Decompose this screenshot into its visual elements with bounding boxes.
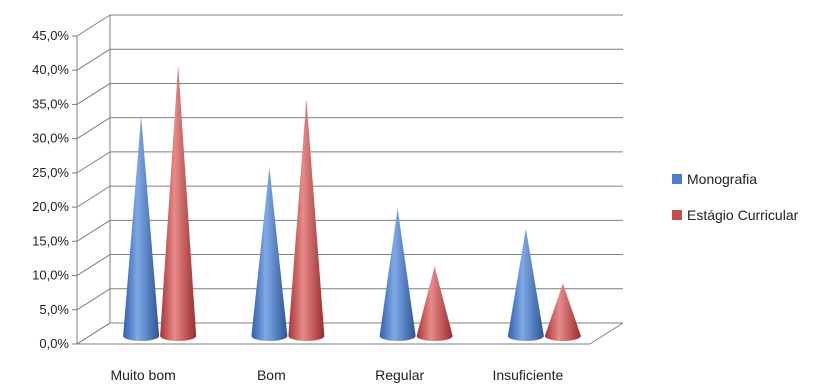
x-axis-categories: Muito bom Bom Regular Insuficiente xyxy=(110,367,563,383)
cone-monografia-2 xyxy=(379,208,416,342)
cone-series xyxy=(123,64,581,342)
cone-body xyxy=(160,64,197,342)
gridline-side xyxy=(76,254,111,276)
legend-swatch xyxy=(672,210,682,220)
cone-monografia-0 xyxy=(123,115,160,342)
x-category-label: Bom xyxy=(257,367,286,383)
y-tick-label: 30,0% xyxy=(32,131,69,146)
x-category-label: Insuficiente xyxy=(492,367,563,383)
cone-body xyxy=(251,167,288,342)
cone-estágio-curricular-1 xyxy=(288,98,325,342)
gridline-side xyxy=(76,322,111,345)
y-axis-ticks: 0,0% 5,0% 10,0% 15,0% 20,0% 25,0% 30,0% 35,0% 40… xyxy=(32,28,77,351)
y-tick-label: 0,0% xyxy=(39,336,69,351)
gridline-side xyxy=(76,219,111,242)
gridline-side xyxy=(76,117,111,140)
cone-body xyxy=(288,98,325,342)
y-tick-label: 25,0% xyxy=(32,165,69,180)
cone-body xyxy=(379,208,416,342)
cone-estágio-curricular-3 xyxy=(544,283,581,341)
legend-label: Monografia xyxy=(687,171,757,187)
cone-monografia-1 xyxy=(251,167,288,342)
gridline-side xyxy=(76,151,111,174)
legend-swatch xyxy=(672,174,682,184)
legend: Monografia Estágio Curricular xyxy=(672,171,799,223)
gridline-side xyxy=(76,185,111,208)
cone-body xyxy=(544,283,581,341)
gridline-side xyxy=(76,14,111,37)
x-category-label: Muito bom xyxy=(110,367,175,383)
y-tick-label: 10,0% xyxy=(32,268,69,283)
cone-estágio-curricular-2 xyxy=(416,266,453,342)
cone-monografia-3 xyxy=(507,228,544,342)
y-tick-label: 35,0% xyxy=(32,96,69,111)
gridline-side xyxy=(76,288,111,311)
legend-label: Estágio Curricular xyxy=(687,207,799,223)
cone-body xyxy=(507,228,544,342)
y-tick-label: 15,0% xyxy=(32,233,69,248)
y-tick-label: 40,0% xyxy=(32,62,69,77)
cone-estágio-curricular-0 xyxy=(160,64,197,342)
y-tick-label: 20,0% xyxy=(32,199,69,214)
cone-body xyxy=(416,266,453,342)
gridline-side xyxy=(76,48,111,71)
y-tick-label: 45,0% xyxy=(32,28,69,43)
gridline-side xyxy=(76,83,111,105)
x-category-label: Regular xyxy=(375,367,424,383)
cone-body xyxy=(123,115,160,342)
y-tick-label: 5,0% xyxy=(39,302,69,317)
gridlines xyxy=(76,14,624,345)
